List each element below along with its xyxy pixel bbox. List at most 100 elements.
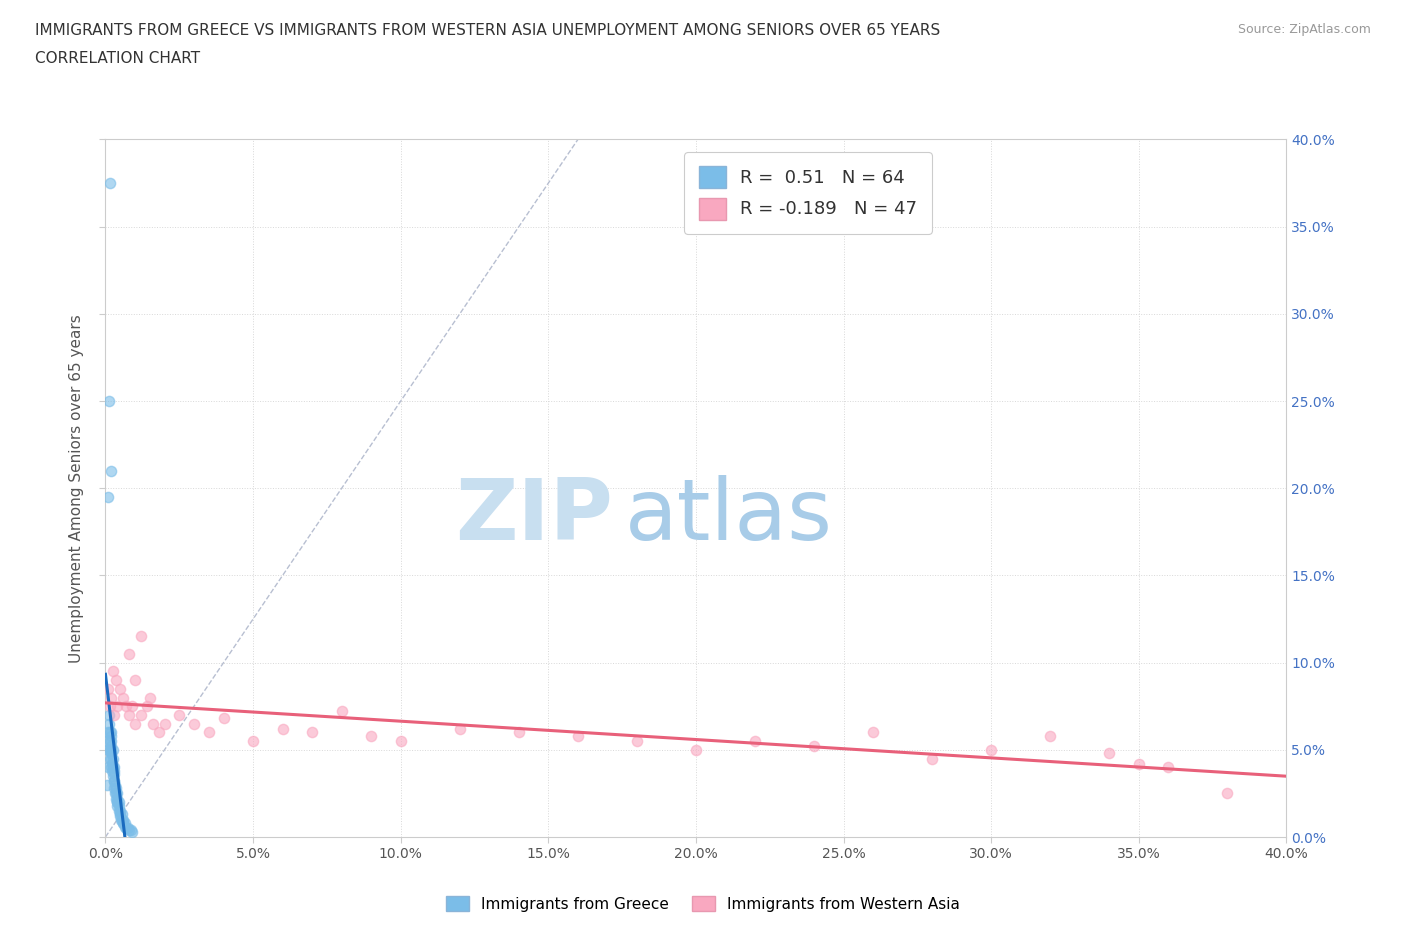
- Point: [129, 629, 152, 644]
- Point: [107, 794, 129, 809]
- Point: [103, 774, 125, 789]
- Point: [103, 774, 125, 789]
- Point: [685, 742, 707, 757]
- Point: [96, 777, 118, 792]
- Point: [115, 821, 138, 836]
- Text: ZIP: ZIP: [456, 474, 613, 558]
- Point: [98, 393, 121, 408]
- Point: [183, 716, 205, 731]
- Point: [1098, 746, 1121, 761]
- Point: [96, 734, 118, 749]
- Point: [117, 821, 139, 836]
- Point: [111, 812, 134, 827]
- Point: [360, 728, 382, 743]
- Point: [100, 690, 122, 705]
- Point: [112, 812, 135, 827]
- Text: CORRELATION CHART: CORRELATION CHART: [35, 51, 200, 66]
- Point: [105, 786, 128, 801]
- Point: [110, 809, 132, 824]
- Point: [98, 698, 121, 713]
- Point: [97, 489, 120, 504]
- Legend: Immigrants from Greece, Immigrants from Western Asia: Immigrants from Greece, Immigrants from …: [440, 889, 966, 918]
- Point: [103, 708, 125, 723]
- Point: [138, 690, 162, 705]
- Text: Source: ZipAtlas.com: Source: ZipAtlas.com: [1237, 23, 1371, 36]
- Point: [97, 742, 120, 757]
- Point: [107, 804, 129, 818]
- Point: [101, 768, 124, 783]
- Point: [110, 812, 132, 827]
- Point: [567, 728, 589, 743]
- Point: [100, 760, 122, 775]
- Point: [101, 664, 124, 679]
- Point: [626, 734, 648, 749]
- Point: [449, 722, 471, 737]
- Point: [114, 816, 136, 830]
- Point: [98, 725, 121, 740]
- Point: [101, 751, 124, 766]
- Point: [242, 734, 264, 749]
- Point: [744, 734, 766, 749]
- Point: [104, 786, 127, 801]
- Point: [98, 176, 121, 191]
- Point: [129, 708, 152, 723]
- Text: IMMIGRANTS FROM GREECE VS IMMIGRANTS FROM WESTERN ASIA UNEMPLOYMENT AMONG SENIOR: IMMIGRANTS FROM GREECE VS IMMIGRANTS FRO…: [35, 23, 941, 38]
- Point: [97, 725, 120, 740]
- Point: [105, 698, 128, 713]
- Point: [104, 777, 127, 792]
- Point: [112, 816, 135, 830]
- Point: [105, 794, 128, 809]
- Point: [105, 791, 128, 806]
- Point: [98, 734, 121, 749]
- Point: [121, 824, 143, 839]
- Point: [508, 725, 530, 740]
- Point: [389, 734, 412, 749]
- Point: [100, 738, 122, 753]
- Point: [101, 760, 124, 775]
- Point: [118, 823, 141, 838]
- Point: [115, 698, 138, 713]
- Point: [980, 742, 1002, 757]
- Point: [124, 716, 146, 731]
- Point: [124, 672, 146, 687]
- Point: [100, 751, 122, 766]
- Point: [103, 764, 125, 778]
- Point: [97, 682, 120, 697]
- Point: [1128, 756, 1150, 771]
- Text: atlas: atlas: [626, 474, 834, 558]
- Point: [100, 746, 122, 761]
- Point: [104, 786, 127, 801]
- Point: [862, 725, 884, 740]
- Point: [121, 698, 143, 713]
- Point: [107, 798, 129, 813]
- Y-axis label: Unemployment Among Seniors over 65 years: Unemployment Among Seniors over 65 years: [69, 314, 84, 662]
- Point: [118, 646, 141, 661]
- Point: [135, 698, 157, 713]
- Point: [169, 708, 191, 723]
- Point: [111, 816, 134, 830]
- Point: [98, 708, 121, 723]
- Point: [100, 728, 122, 743]
- Point: [921, 751, 943, 766]
- Point: [98, 751, 121, 766]
- Point: [118, 708, 141, 723]
- Point: [108, 807, 131, 822]
- Point: [271, 722, 294, 737]
- Point: [142, 716, 165, 731]
- Point: [1039, 728, 1062, 743]
- Point: [104, 781, 127, 796]
- Point: [100, 734, 122, 749]
- Point: [101, 756, 124, 771]
- Point: [104, 791, 127, 806]
- Point: [104, 672, 127, 687]
- Point: [98, 742, 121, 757]
- Point: [100, 463, 122, 478]
- Point: [101, 764, 124, 778]
- Point: [105, 798, 128, 813]
- Point: [114, 819, 136, 834]
- Point: [197, 725, 219, 740]
- Point: [98, 716, 121, 731]
- Point: [212, 711, 235, 725]
- Point: [153, 716, 176, 731]
- Point: [148, 725, 170, 740]
